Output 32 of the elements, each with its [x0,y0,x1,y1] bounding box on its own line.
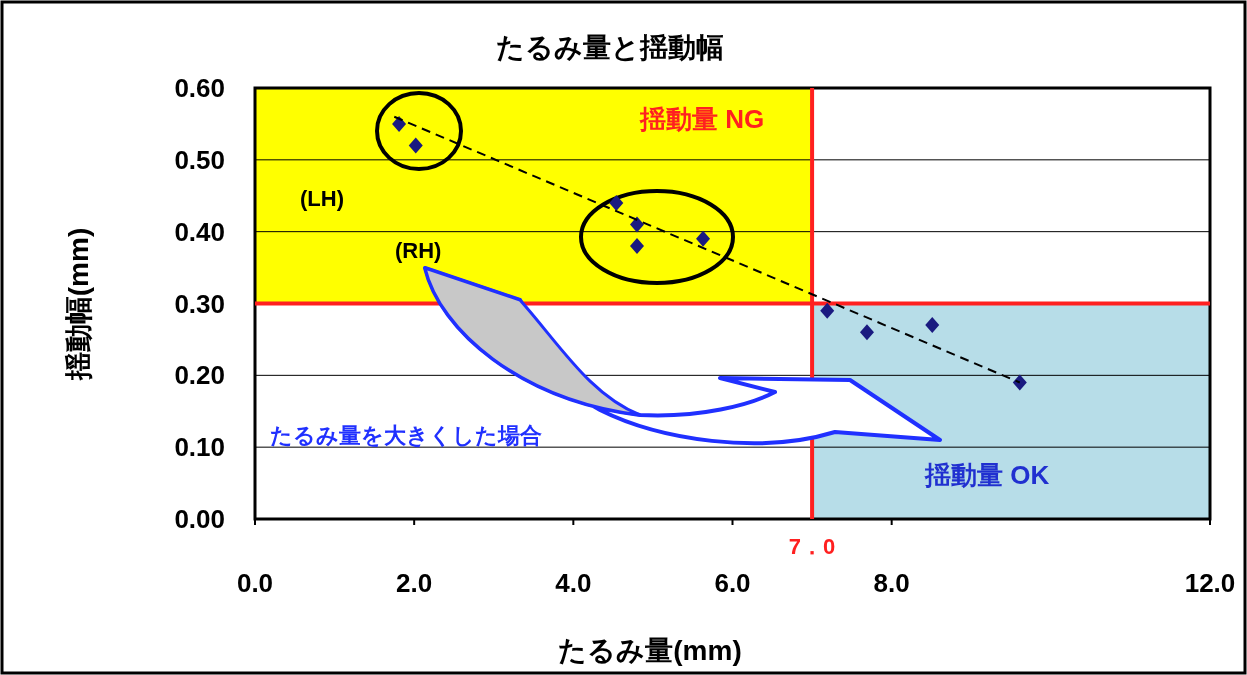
point [630,216,644,233]
x-tick-label: 4.0 [555,568,592,598]
y-tick-label: 0.00 [174,504,225,534]
y-tick-label: 0.60 [174,73,225,103]
annotation: (RH) [395,238,442,263]
point [630,238,644,255]
y-tick-label: 0.30 [174,288,225,319]
point [820,302,835,319]
point [609,194,624,211]
x-axis-title: たるみ量(mm) [558,635,742,666]
band-label: 揺動量 OK [923,460,1050,490]
y-tick-label: 0.20 [174,360,225,391]
y-tick-label: 0.50 [174,144,225,175]
point [408,137,423,154]
annotation: たるみ量を大きくした場合 [270,423,542,448]
y-tick-label: 0.10 [174,432,225,463]
x-tick-label: 0.0 [236,568,274,598]
x-tick-label: 8.0 [873,568,910,598]
chart-title: たるみ量と揺動幅 [496,32,724,63]
band-label: 揺動量 NG [638,104,765,134]
annotation: (LH) [300,186,344,211]
point [696,230,711,247]
x-tick-label: 2.0 [396,568,433,598]
y-tick-label: 0.40 [174,216,225,247]
x-tick-label: 6.0 [714,568,751,598]
point [860,324,874,341]
point [925,317,940,334]
ref-line-label: 7．0 [788,534,836,559]
y-axis-title: 揺動幅(mm) [63,227,94,382]
point [1012,374,1027,391]
x-tick-label: 12.0 [1184,568,1236,598]
point [392,115,407,132]
